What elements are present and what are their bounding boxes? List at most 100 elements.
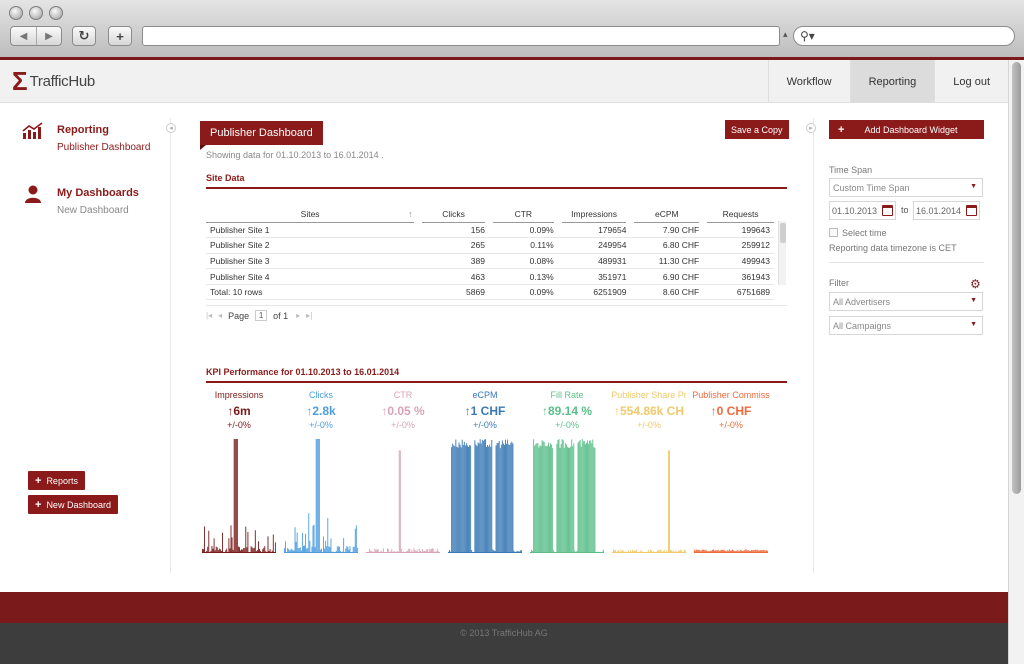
table-cell: Publisher Site 4 — [206, 268, 419, 285]
chart-bar — [449, 550, 450, 553]
column-header-ctr[interactable]: CTR — [484, 207, 558, 223]
kpi-card[interactable]: CTR ↑0.05 % +/-0% — [364, 390, 442, 430]
chart-bar — [245, 526, 247, 553]
table-scrollbar[interactable] — [778, 221, 786, 285]
gear-icon[interactable]: ⚙ — [970, 277, 981, 291]
column-header-impressions[interactable]: Impressions — [553, 207, 631, 223]
page-scrollbar[interactable] — [1008, 60, 1024, 664]
chart-bar — [210, 550, 212, 553]
kpi-card[interactable]: Publisher Commiss ↑0 CHF +/-0% — [692, 390, 770, 430]
column-header-sites[interactable]: Sites ↑ — [206, 207, 419, 223]
sidebar-item-new-dashboard[interactable]: New Dashboard — [57, 205, 129, 216]
window-minimize-button[interactable] — [29, 6, 43, 20]
table-cell: 361943 — [703, 268, 774, 285]
collapse-right-icon[interactable]: ▸ — [806, 123, 816, 133]
nav-logout[interactable]: Log out — [934, 60, 1008, 103]
column-header-clicks[interactable]: Clicks — [414, 207, 489, 223]
chart-bar — [483, 439, 485, 553]
browser-search-input[interactable]: ⚲▾ — [793, 26, 1015, 46]
kpi-card[interactable]: Publisher Share Pr ↑554.86k CH +/-0% — [610, 390, 688, 430]
address-dropdown-icon[interactable]: ▴ — [783, 29, 788, 39]
kpi-card[interactable]: Fill Rate ↑89.14 % +/-0% — [528, 390, 606, 430]
window-close-button[interactable] — [9, 6, 23, 20]
date-to-field[interactable]: 16.01.2014 — [913, 201, 980, 220]
chart-bar — [602, 549, 604, 553]
chart-bar — [480, 443, 482, 553]
chart-bar — [651, 550, 653, 553]
table-row[interactable]: Publisher Site 3 389 0.08% 489931 11.30 CHF 4… — [206, 253, 774, 270]
logo[interactable]: Σ TrafficHub — [12, 68, 95, 94]
column-header-requests[interactable]: Requests — [699, 207, 774, 223]
collapse-left-icon[interactable]: ◂ — [166, 123, 176, 133]
chart-bar — [762, 549, 764, 553]
forward-button[interactable]: ▶ — [36, 27, 61, 45]
sidebar-item-my-dashboards[interactable]: My Dashboards — [57, 187, 139, 199]
kpi-card[interactable]: Impressions ↑6m +/-0% — [200, 390, 278, 430]
time-span-select[interactable]: Custom Time Span ▼ — [829, 178, 983, 197]
save-copy-button[interactable]: Save a Copy — [725, 120, 789, 139]
chart-bar — [739, 550, 741, 553]
page-count: of 1 — [273, 310, 289, 321]
page-number-input[interactable]: 1 — [255, 310, 268, 321]
kpi-value: ↑89.14 % — [541, 404, 593, 418]
table-row[interactable]: Publisher Site 4 463 0.13% 351971 6.90 CHF 36… — [206, 268, 774, 285]
chart-bar — [274, 542, 276, 553]
chart-bar — [704, 550, 706, 553]
kpi-chart — [448, 439, 522, 553]
window-zoom-button[interactable] — [49, 6, 63, 20]
prev-page-icon[interactable]: ◂ — [218, 311, 223, 320]
chart-bar — [233, 439, 235, 553]
select-time-checkbox[interactable] — [829, 228, 838, 237]
table-header-row: Sites ↑ Clicks CTR Impressions eCPM Requ… — [206, 207, 774, 223]
advertisers-select[interactable]: All Advertisers ▼ — [829, 292, 983, 311]
nav-reporting[interactable]: Reporting — [849, 60, 935, 103]
chart-bar — [733, 550, 735, 553]
chart-bar — [474, 440, 476, 553]
chart-bar — [537, 442, 539, 553]
campaigns-select[interactable]: All Campaigns ▼ — [829, 316, 983, 335]
add-dashboard-widget-button[interactable]: + Add Dashboard Widget — [829, 120, 984, 139]
chart-bar — [618, 549, 620, 553]
chart-bar — [409, 548, 411, 553]
kpi-chart — [530, 439, 604, 553]
next-page-icon[interactable]: ▸ — [296, 311, 301, 320]
table-row[interactable]: Publisher Site 2 265 0.11% 249954 6.80 CHF 25… — [206, 237, 774, 254]
chart-bar — [635, 550, 637, 553]
last-page-icon[interactable]: ▸| — [306, 311, 313, 320]
kpi-value: ↑0.05 % — [381, 404, 425, 418]
chart-bar — [765, 550, 767, 553]
chart-bar — [284, 548, 285, 553]
chart-bar — [753, 550, 755, 553]
column-header-ecpm[interactable]: eCPM — [626, 207, 704, 223]
table-row[interactable]: Total: 10 rows 5869 0.09% 6251909 8.60 CHF 67… — [206, 284, 774, 301]
chart-bar — [455, 439, 457, 553]
new-dashboard-button[interactable]: + New Dashboard — [28, 495, 118, 514]
chart-bar — [669, 450, 670, 553]
table-row[interactable]: Publisher Site 1 156 0.09% 179654 7.90 CHF 19… — [206, 222, 774, 239]
kpi-card[interactable]: eCPM ↑1 CHF +/-0% — [446, 390, 524, 430]
date-from-field[interactable]: 01.10.2013 — [829, 201, 896, 220]
chart-bar — [411, 550, 413, 553]
sort-asc-icon[interactable]: ↑ — [407, 209, 413, 219]
nav-workflow[interactable]: Workflow — [767, 60, 850, 103]
chart-bar — [207, 546, 209, 553]
chart-bar — [309, 540, 311, 553]
sidebar-item-publisher-dashboard[interactable]: Publisher Dashboard — [57, 142, 151, 153]
table-scroll-thumb[interactable] — [780, 223, 786, 243]
calendar-icon[interactable] — [966, 205, 977, 216]
address-bar[interactable] — [142, 26, 780, 46]
chart-bar — [374, 548, 376, 553]
sidebar-item-reporting[interactable]: Reporting — [57, 124, 109, 136]
app-top-line — [0, 57, 1024, 60]
reports-button[interactable]: + Reports — [28, 471, 85, 490]
first-page-icon[interactable]: |◂ — [206, 311, 213, 320]
chart-bar — [546, 445, 548, 553]
calendar-icon[interactable] — [882, 205, 893, 216]
reload-button[interactable]: ↻ — [72, 26, 96, 46]
kpi-card[interactable]: Clicks ↑2.8k +/-0% — [282, 390, 360, 430]
kpi-label: Clicks — [309, 390, 333, 400]
chart-bar — [319, 549, 321, 553]
page-scroll-thumb[interactable] — [1012, 62, 1021, 494]
back-button[interactable]: ◀ — [11, 27, 36, 45]
new-tab-button[interactable]: + — [108, 26, 132, 46]
